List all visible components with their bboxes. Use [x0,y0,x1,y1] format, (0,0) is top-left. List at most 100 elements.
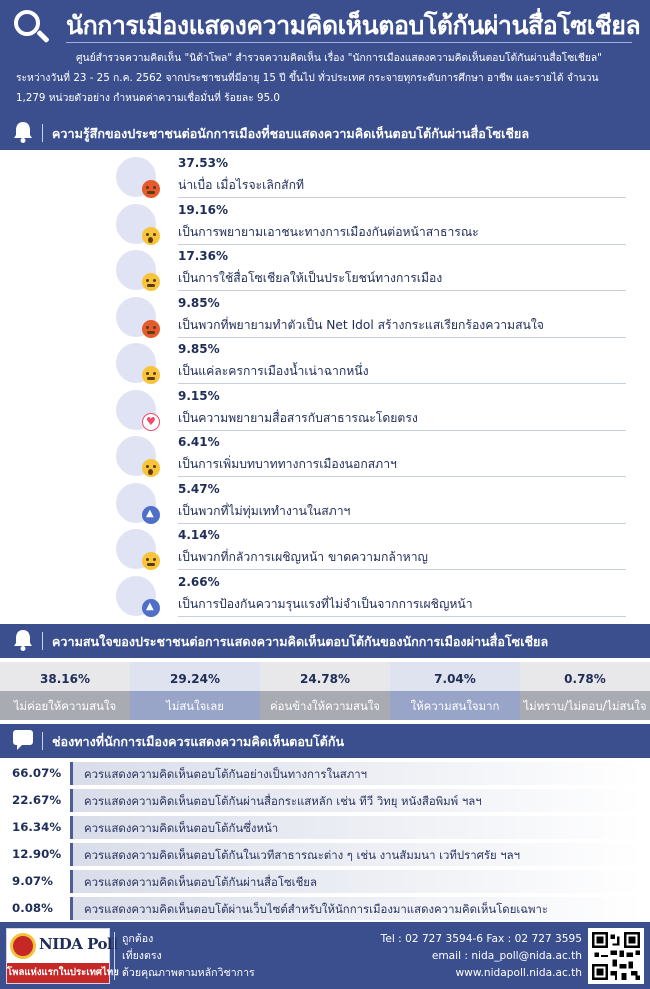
wow-reaction-icon [142,459,160,477]
contact-info: Tel : 02 727 3594-6 Fax : 02 727 3595 em… [381,931,582,982]
slogan-line: เที่ยงตรง [122,950,162,962]
row-divider [178,615,626,617]
channel-label: ควรแสดงความคิดเห็นตอบโต้กันซึ่งหน้า [84,821,279,835]
channel-item: 66.07% ควรแสดงความคิดเห็นตอบโต้กันอย่างเป… [0,760,650,787]
interest-percent: 7.04% [434,672,476,686]
phone-fax: Tel : 02 727 3594-6 Fax : 02 727 3595 [380,933,582,945]
interest-cell: 29.24% ไม่สนใจเลย [130,662,260,720]
channel-bar [70,762,644,785]
section3-header: ช่องทางที่นักการเมืองควรแสดงความคิดเห็นต… [0,724,650,758]
feelings-list: 37.53% น่าเบื่อ เมื่อไรจะเลิกสักที 19.16% เ… [0,152,650,618]
interest-percent: 29.24% [170,672,220,686]
feeling-label: เป็นความพยายามสื่อสารกับสาธารณะโดยตรง [178,410,418,425]
channel-percent: 22.67% [12,793,62,807]
qr-code-icon [588,928,644,984]
section3-title: ช่องทางที่นักการเมืองควรแสดงความคิดเห็นต… [52,734,345,749]
feeling-percent: 4.14% [178,528,220,542]
feeling-percent: 5.47% [178,481,220,496]
haha-reaction-icon [142,366,160,384]
interest-percent: 38.16% [40,672,90,686]
feeling-item: 6.41% เป็นการเพิ่มบทบาททางการเมืองนอกสภาฯ [116,431,626,477]
section1-header: ความรู้สึกของประชาชนต่อนักการเมืองที่ชอบ… [0,116,650,150]
feeling-label: เป็นการพยายามเอาชนะทางการเมืองกันต่อหน้า… [178,224,479,239]
feeling-label: เป็นแค่ละครการเมืองน้ำเน่าฉากหนึ่ง [178,364,369,378]
feeling-label: น่าเบื่อ เมื่อไรจะเลิกสักที [178,178,305,192]
wow-reaction-icon [142,226,160,245]
angry-reaction-icon [142,319,160,338]
sad-reaction-icon [142,273,160,291]
header: นักการเมืองแสดงความคิดเห็นตอบโต้กันผ่านส… [0,0,650,116]
interest-label: ค่อนข้างให้ความสนใจ [270,699,380,713]
row-divider [178,522,626,524]
feeling-percent: 9.15% [178,388,220,403]
like-reaction-icon: ▲ [142,598,160,617]
feeling-item: 19.16% เป็นการพยายามเอาชนะทางการเมืองกันต… [116,199,626,245]
channel-item: 16.34% ควรแสดงความคิดเห็นตอบโต้กันซึ่งหน้… [0,814,650,841]
interest-table: 38.16% ไม่ค่อยให้ความสนใจ 29.24% ไม่สนใจเลย… [0,662,650,720]
channel-label: ควรแสดงความคิดเห็นตอบโต้กันในเวทีสาธารณะ… [84,848,521,862]
heart-reaction-icon: ♥ [142,412,160,431]
footer: NIDA Poll โพลแห่งแรกในประเทศไทย ถูกต้อง … [0,922,650,989]
channel-percent: 12.90% [12,847,62,861]
feeling-item: 4.14% เป็นพวกที่กลัวการเผชิญหน้า ขาดความก… [116,524,626,570]
feeling-label: เป็นการป้องกันความรุนแรงที่ไม่จำเป็นจากก… [178,596,473,611]
speech-bubble-icon [13,730,33,750]
feeling-item: ▲ 5.47% เป็นพวกที่ไม่ทุ่มเททำงานในสภาฯ [116,478,626,524]
channel-percent: 16.34% [12,820,62,834]
row-divider [178,336,626,338]
page-title: นักการเมืองแสดงความคิดเห็นตอบโต้กันผ่านส… [66,11,641,40]
website-link[interactable]: www.nidapoll.nida.ac.th [455,967,582,979]
feeling-label: เป็นการใช้สื่อโซเชียลให้เป็นประโยชน์ทางก… [178,271,443,285]
feeling-item: ♥ 9.15% เป็นความพยายามสื่อสารกับสาธารณะโดย… [116,385,626,431]
interest-percent: 24.78% [300,672,350,686]
channel-bar [70,897,644,920]
row-divider [178,243,626,245]
angry-reaction-icon [142,180,160,198]
interest-percent: 0.78% [564,672,606,686]
channel-item: 9.07% ควรแสดงความคิดเห็นตอบโต้กันผ่านสื่อ… [0,868,650,895]
interest-cell: 38.16% ไม่ค่อยให้ความสนใจ [0,662,130,720]
channel-label: ควรแสดงความคิดเห็นตอบโต้กันอย่างเป็นทางก… [84,767,368,781]
description-line: ระหว่างวันที่ 23 - 25 ก.ค. 2562 จากประชา… [16,72,599,84]
slogan: ถูกต้อง เที่ยงตรง ด้วยคุณภาพตามหลักวิชาก… [122,931,255,982]
feeling-percent: 2.66% [178,574,220,589]
channel-item: 12.90% ควรแสดงความคิดเห็นตอบโต้กันในเวทีส… [0,841,650,868]
channel-percent: 0.08% [12,901,53,915]
search-icon [12,8,50,46]
feeling-item: 9.85% เป็นพวกที่พยายามทำตัวเป็น Net Idol … [116,292,626,338]
channel-bar [70,870,644,893]
channel-bar [70,789,644,812]
channel-percent: 66.07% [12,766,62,780]
email-link[interactable]: email : nida_poll@nida.ac.th [431,950,582,962]
feeling-percent: 9.85% [178,295,220,310]
section2-header: ความสนใจของประชาชนต่อการแสดงความคิดเห็นต… [0,624,650,658]
nida-poll-logo: NIDA Poll โพลแห่งแรกในประเทศไทย [6,928,119,984]
channel-bar [70,816,644,839]
interest-label: ไม่ทราบ/ไม่ตอบ/ไม่สนใจ [523,699,647,713]
feeling-percent: 6.41% [178,435,220,449]
row-divider [178,569,626,570]
like-reaction-icon: ▲ [142,505,160,524]
row-divider [178,429,626,431]
row-divider [178,383,626,384]
sad-reaction-icon [142,552,160,570]
interest-cell: 7.04% ให้ความสนใจมาก [390,662,520,720]
interest-cell: 24.78% ค่อนข้างให้ความสนใจ [260,662,390,720]
interest-label: ให้ความสนใจมาก [410,699,500,713]
interest-label: ไม่ค่อยให้ความสนใจ [13,699,117,713]
feeling-label: เป็นพวกที่ไม่ทุ่มเททำงานในสภาฯ [178,503,351,518]
channel-percent: 9.07% [12,874,53,888]
feeling-label: เป็นพวกที่พยายามทำตัวเป็น Net Idol สร้าง… [178,317,544,332]
section1-title: ความรู้สึกของประชาชนต่อนักการเมืองที่ชอบ… [52,126,530,141]
feeling-item: 17.36% เป็นการใช้สื่อโซเชียลให้เป็นประโยช… [116,245,626,291]
feeling-percent: 9.85% [178,342,220,356]
feeling-label: เป็นการเพิ่มบทบาททางการเมืองนอกสภาฯ [178,457,397,471]
channel-label: ควรแสดงความคิดเห็นตอบโต้ผ่านเว็บไซต์สำหร… [84,902,549,916]
description-line: ศูนย์สำรวจความคิดเห็น "นิด้าโพล" สำรวจคว… [76,52,602,64]
title-divider [66,42,632,43]
slogan-line: ด้วยคุณภาพตามหลักวิชาการ [122,967,255,979]
interest-label: ไม่สนใจเลย [166,699,224,713]
logo-tagline: โพลแห่งแรกในประเทศไทย [7,963,119,983]
interest-cell: 0.78% ไม่ทราบ/ไม่ตอบ/ไม่สนใจ [520,662,650,720]
channel-item: 22.67% ควรแสดงความคิดเห็นตอบโต้กันผ่านสื่… [0,787,650,814]
